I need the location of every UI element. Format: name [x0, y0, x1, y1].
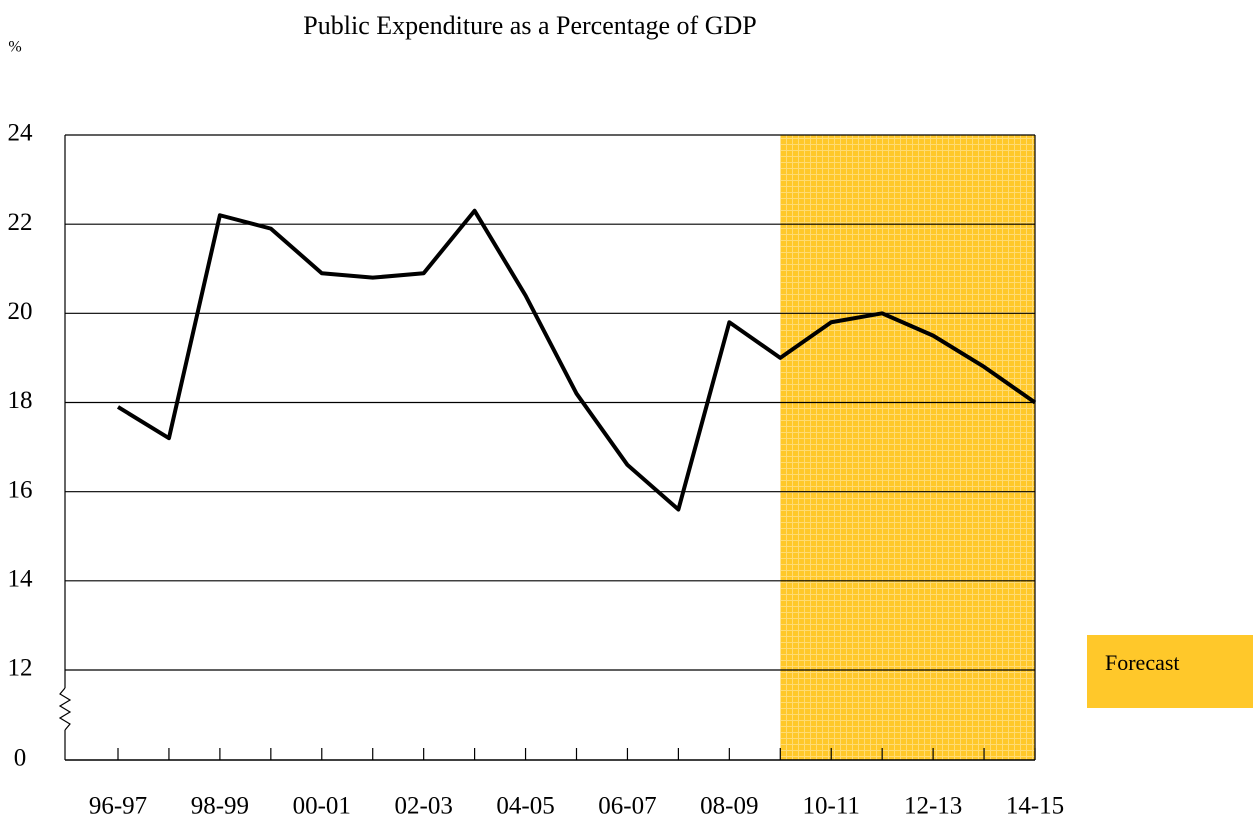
axis-break: [58, 687, 72, 731]
y-tick-label: 0: [14, 745, 27, 772]
y-tick-label: 22: [8, 209, 33, 236]
x-tick-label: 10-11: [803, 793, 860, 820]
x-tick-label: 00-01: [293, 793, 351, 820]
y-tick-label: 16: [8, 476, 33, 503]
y-tick-label: 18: [8, 387, 33, 414]
shade-layer: [780, 135, 1035, 760]
y-axis-label: %: [8, 39, 21, 56]
chart-title: Public Expenditure as a Percentage of GD…: [303, 11, 756, 40]
grid-layer: [65, 223, 1035, 671]
legend-label: Forecast: [1105, 650, 1180, 675]
data-line: [116, 208, 1037, 512]
x-tick-label: 04-05: [496, 793, 554, 820]
y-tick-label: 14: [8, 566, 34, 593]
y-tick-label: 20: [8, 298, 33, 325]
x-tick-label: 06-07: [598, 793, 656, 820]
x-tick-label: 12-13: [904, 793, 962, 820]
forecast-hatch: [780, 135, 1035, 760]
x-tick-label: 98-99: [191, 793, 249, 820]
y-tick-label: 12: [8, 655, 33, 682]
plot-frame: [58, 134, 1036, 761]
x-tick-label: 08-09: [700, 793, 758, 820]
x-tick-label: 96-97: [89, 793, 147, 820]
legend-swatch: [1087, 635, 1253, 708]
y-tick-label: 24: [8, 120, 34, 147]
x-tick-label: 02-03: [395, 793, 453, 820]
x-tick-label: 14-15: [1006, 793, 1064, 820]
